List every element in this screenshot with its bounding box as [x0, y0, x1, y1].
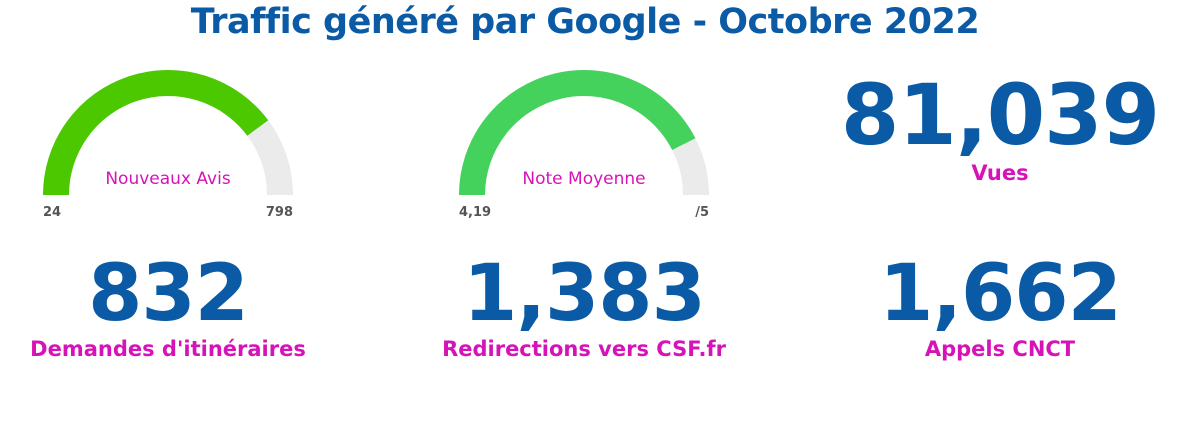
gauge-note-moyenne: Note Moyenne 4,19 /5 [454, 62, 714, 222]
gauge-min-label: 24 [43, 205, 61, 220]
gauge-label: Nouveaux Avis [105, 169, 230, 189]
gauge-fill [459, 70, 696, 196]
kpi-demandes-itineraires: 832 Demandes d'itinéraires [0, 252, 348, 362]
kpi-value: 832 [88, 249, 249, 339]
page-title: Traffic généré par Google - Octobre 2022 [190, 2, 980, 42]
gauge-nouveaux-avis: Nouveaux Avis 24 798 [38, 62, 298, 222]
gauge-nouveaux-avis-svg: Nouveaux Avis 24 798 [43, 70, 293, 220]
gauge-label: Note Moyenne [522, 169, 645, 189]
kpi-redirections-csf: 1,383 Redirections vers CSF.fr [404, 252, 764, 362]
kpi-label: Appels CNCT [924, 337, 1076, 361]
kpi-value: 1,662 [879, 249, 1122, 339]
gauge-min-label: 4,19 [459, 205, 491, 220]
kpi-label: Demandes d'itinéraires [30, 337, 306, 361]
kpi-value: 1,383 [463, 249, 706, 339]
kpi-value: 81,039 [840, 66, 1160, 164]
gauge-fill [43, 70, 269, 196]
gauge-max-label: 798 [266, 205, 293, 220]
kpi-label: Vues [971, 161, 1029, 185]
kpi-vues: 81,039 Vues [820, 70, 1180, 186]
kpi-appels-cnct: 1,662 Appels CNCT [820, 252, 1180, 362]
kpi-label: Redirections vers CSF.fr [442, 337, 726, 361]
gauge-max-label: /5 [695, 205, 709, 220]
gauge-note-moyenne-svg: Note Moyenne 4,19 /5 [459, 70, 709, 220]
